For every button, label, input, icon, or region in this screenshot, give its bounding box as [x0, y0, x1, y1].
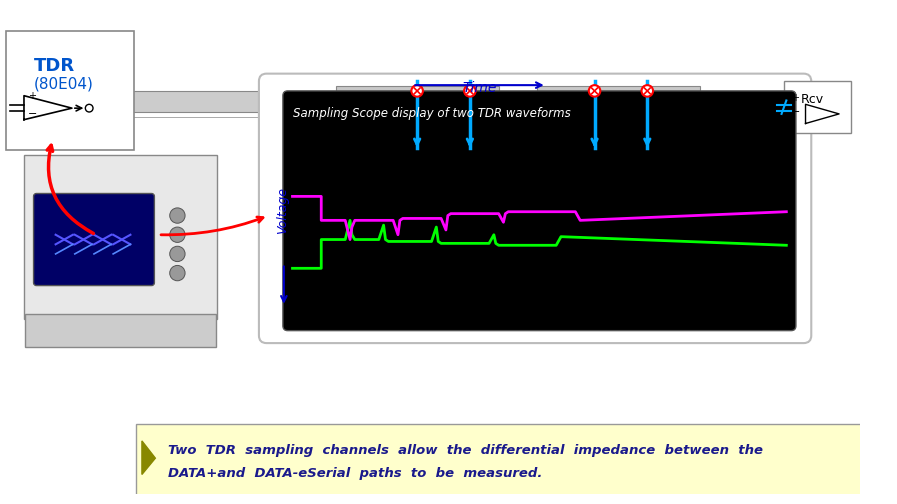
Polygon shape: [142, 441, 155, 474]
Bar: [537, 86, 700, 124]
Text: TDR: TDR: [33, 57, 74, 75]
FancyBboxPatch shape: [25, 314, 216, 347]
Text: −: −: [28, 109, 37, 119]
FancyBboxPatch shape: [537, 91, 700, 124]
FancyBboxPatch shape: [136, 424, 861, 496]
Circle shape: [588, 85, 600, 97]
Bar: [537, 121, 700, 129]
Circle shape: [170, 246, 185, 262]
FancyBboxPatch shape: [33, 194, 154, 286]
Text: +: +: [791, 93, 799, 103]
Circle shape: [641, 85, 653, 97]
Circle shape: [464, 85, 475, 97]
Circle shape: [170, 227, 185, 242]
Text: Sampling Scope display of two TDR waveforms: Sampling Scope display of two TDR wavefo…: [292, 107, 570, 119]
FancyBboxPatch shape: [283, 91, 796, 331]
Bar: [96, 91, 364, 112]
Circle shape: [85, 104, 93, 112]
Text: −: −: [791, 107, 800, 117]
Text: Voltage: Voltage: [276, 187, 289, 234]
Polygon shape: [806, 104, 839, 123]
Bar: [335, 121, 499, 129]
Text: Rcv: Rcv: [801, 93, 823, 106]
Text: Time: Time: [462, 81, 497, 95]
Circle shape: [170, 266, 185, 281]
FancyBboxPatch shape: [784, 81, 850, 133]
Text: Two  TDR  sampling  channels  allow  the  differential  impedance  between  the: Two TDR sampling channels allow the diff…: [168, 444, 762, 457]
Circle shape: [170, 208, 185, 223]
Circle shape: [412, 85, 422, 97]
FancyBboxPatch shape: [335, 91, 499, 124]
FancyBboxPatch shape: [5, 31, 135, 150]
Text: (80E04): (80E04): [33, 77, 93, 92]
Text: +: +: [28, 91, 36, 101]
Bar: [335, 86, 499, 124]
FancyBboxPatch shape: [24, 155, 217, 319]
Text: DATA+and  DATA-eSerial  paths  to  be  measured.: DATA+and DATA-eSerial paths to be measur…: [168, 467, 542, 480]
FancyBboxPatch shape: [259, 74, 811, 343]
Polygon shape: [24, 96, 72, 119]
